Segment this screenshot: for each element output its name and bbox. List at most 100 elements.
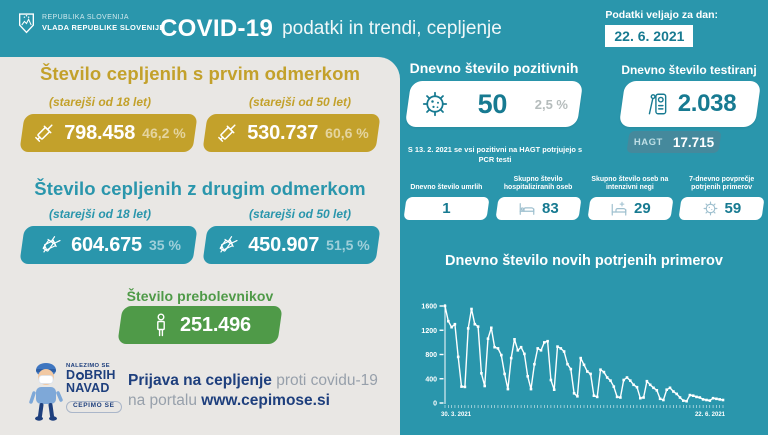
page-title-bold: COVID-19 [160, 14, 274, 42]
recovered-title: Število prebolevnikov [126, 288, 274, 304]
hospitalized-label: Skupno število hospitaliziranih oseb [503, 175, 573, 192]
virus-o-icon [75, 371, 84, 380]
positives-title: Dnevno število pozitivnih [409, 60, 579, 76]
syringe-icon [35, 124, 53, 142]
deaths-label: Dnevno število umrlih [410, 184, 483, 192]
first-dose-18-label: (starejši od 18 let) [48, 95, 152, 109]
page-title-rest: podatki in trendi, cepljenje [282, 17, 502, 39]
campaign-logo: NALEZIMO SE D BRIH NAVAD CEPIMO SE [66, 363, 122, 413]
deaths-value: 1 [442, 200, 451, 217]
hospitalized-value: 83 [541, 200, 559, 217]
campaign-footer: NALEZIMO SE D BRIH NAVAD CEPIMO SE Prijav… [0, 357, 400, 435]
virus-icon [703, 201, 718, 216]
avg7-pill: 59 [678, 197, 765, 220]
avg7-stat: 7-dnevno povprečje potrjenih primerov 59 [678, 167, 765, 220]
daily-cases-line-chart: 0 400 800 1200 1600 30. 3. 2021 22. 6. 2021 [421, 304, 726, 419]
recovered-value: 251.496 [180, 313, 251, 336]
second-dose-50-pill: 450.907 51,5 % [202, 226, 381, 264]
campaign-logo-line2: D BRIH [66, 368, 116, 383]
positives-percent: 2,5 % [534, 96, 568, 112]
recovered-pill: 251.496 [117, 306, 283, 344]
svg-text:22. 6. 2021: 22. 6. 2021 [695, 412, 726, 418]
svg-text:800: 800 [425, 352, 437, 359]
svg-text:30. 3. 2021: 30. 3. 2021 [441, 412, 472, 418]
hospitalized-pill: 83 [495, 197, 582, 220]
small-stats-row: Dnevno število umrlih 1 Skupno število h… [403, 167, 765, 220]
daily-cases-chart: 0 400 800 1200 1600 30. 3. 2021 22. 6. 2021 [415, 299, 749, 431]
tests-pill: 2.038 [618, 81, 762, 127]
syringe-icon [218, 124, 236, 142]
bed-icon [519, 202, 535, 215]
deaths-stat: Dnevno število umrlih 1 [403, 167, 490, 220]
avg7-value: 59 [724, 200, 742, 217]
deaths-pill: 1 [403, 197, 490, 220]
tests-value: 2.038 [677, 90, 737, 117]
second-dose-50-value: 450.907 [248, 233, 320, 256]
cta-light1: proti covidu-19 [276, 372, 378, 389]
campaign-logo-line3: NAVAD [66, 381, 110, 396]
icu-label: Skupno število oseb na intenzivni negi [591, 175, 669, 192]
first-dose-50-pill: 530.737 60,6 % [202, 114, 381, 152]
cta-text: Prijava na cepljenje proti covidu-19 na … [128, 371, 378, 411]
svg-text:0: 0 [433, 401, 437, 408]
page-title: COVID-19 podatki in trendi, cepljenje [160, 0, 502, 57]
data-date: Podatki veljajo za dan: 22. 6. 2021 [605, 9, 718, 47]
icu-value: 29 [633, 200, 651, 217]
hagt-value: 17.715 [672, 134, 715, 150]
gov-line1: REPUBLIKA SLOVENIJA [42, 14, 129, 22]
government-logo: REPUBLIKA SLOVENIJA VLADA REPUBLIKE SLOV… [18, 13, 165, 34]
second-dose-50-percent: 51,5 % [326, 237, 370, 253]
second-dose-18-pill: 604.675 35 % [19, 226, 198, 264]
header: REPUBLIKA SLOVENIJA VLADA REPUBLIKE SLOV… [0, 0, 768, 57]
icu-pill: 29 [586, 197, 673, 220]
first-dose-18-pill: 798.458 46,2 % [19, 114, 198, 152]
icu-stat: Skupno število oseb na intenzivni negi 2… [586, 167, 673, 220]
daily-stats-panel: Dnevno število pozitivnih 50 2,5 % [400, 57, 768, 435]
chart-title: Dnevno število novih potrjenih primerov [445, 253, 723, 269]
first-dose-50-percent: 60,6 % [325, 125, 369, 141]
hospitalized-stat: Skupno število hospitaliziranih oseb 83 [495, 167, 582, 220]
cepimose-link[interactable]: www.cepimose.si [201, 391, 330, 409]
virus-icon [422, 91, 448, 117]
first-dose-50-label: (starejši od 50 let) [248, 95, 352, 109]
positives-pill: 50 2,5 % [404, 81, 584, 127]
svg-text:1600: 1600 [421, 304, 437, 311]
mascot-icon [29, 363, 63, 421]
person-icon [157, 313, 165, 337]
second-dose-18-label: (starejši od 18 let) [48, 207, 152, 221]
second-dose-18-percent: 35 % [148, 237, 181, 253]
second-dose-pills: 604.675 35 % 450.907 51,5 % [0, 226, 400, 264]
cta-bold: Prijava na cepljenje [128, 372, 272, 389]
pcr-note: S 13. 2. 2021 se vsi pozitivni na HAGT p… [407, 145, 583, 164]
test-cassette-icon [648, 93, 667, 115]
avg7-label: 7-dnevno povprečje potrjenih primerov [689, 175, 755, 192]
vaccination-panel: Število cepljenih s prvim odmerkom (star… [0, 57, 400, 435]
second-dose-title: Število cepljenih z drugim odmerkom [34, 178, 366, 199]
first-dose-pills: 798.458 46,2 % 530.737 [0, 114, 400, 152]
cepimo-se-badge: CEPIMO SE [66, 400, 122, 413]
first-dose-title: Število cepljenih s prvim odmerkom [39, 63, 361, 84]
cta-light2: na portalu [128, 391, 197, 409]
campaign-logo-line1: NALEZIMO SE [66, 363, 111, 369]
bed-cross-icon [611, 201, 626, 216]
first-dose-18-value: 798.458 [64, 121, 136, 144]
double-syringe-icon [42, 236, 61, 253]
gov-line2: VLADA REPUBLIKE SLOVENIJE [42, 23, 165, 33]
second-dose-50-label: (starejši od 50 let) [248, 207, 352, 221]
first-dose-50-value: 530.737 [247, 121, 319, 144]
hagt-box: HAGT 17.715 [626, 131, 722, 153]
svg-text:400: 400 [425, 376, 437, 383]
positives-value: 50 [477, 88, 508, 119]
svg-text:1200: 1200 [421, 328, 437, 335]
first-dose-sublabels: (starejši od 18 let) (starejši od 50 let… [0, 95, 400, 109]
tests-title: Dnevno število testiranj [621, 63, 757, 77]
coat-of-arms-icon [18, 13, 35, 34]
data-date-label: Podatki veljajo za dan: [605, 9, 718, 21]
second-dose-sublabels: (starejši od 18 let) (starejši od 50 let… [0, 207, 400, 221]
hagt-label: HAGT [633, 136, 663, 148]
first-dose-18-percent: 46,2 % [142, 125, 186, 141]
second-dose-18-value: 604.675 [71, 233, 142, 256]
data-date-value: 22. 6. 2021 [605, 25, 694, 47]
double-syringe-icon [219, 236, 238, 253]
